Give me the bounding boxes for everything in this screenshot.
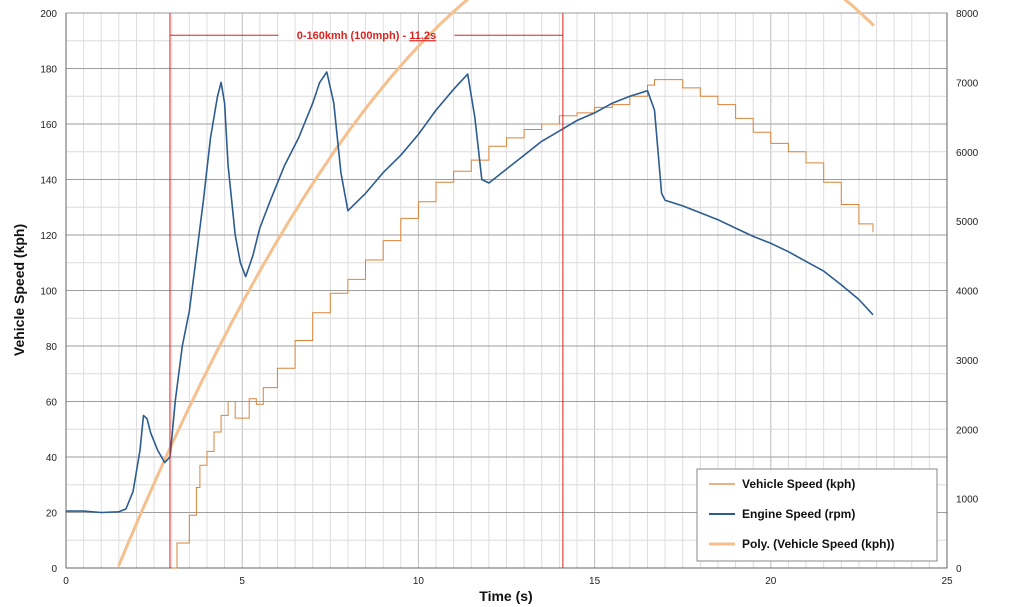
legend-label-engine-speed: Engine Speed (rpm) (742, 507, 855, 521)
y2-tick-label: 7000 (956, 78, 979, 89)
series-lines (66, 0, 875, 569)
y2-tick-label: 2000 (956, 425, 979, 436)
x-tick-label: 20 (765, 576, 777, 587)
annotation-label-prefix: 0-160kmh (100mph) - (297, 30, 409, 42)
y2-tick-label: 8000 (956, 9, 979, 20)
y2-tick-labels: 0 1000 2000 3000 4000 5000 6000 7000 8000 (956, 9, 979, 575)
x-tick-label: 15 (589, 576, 601, 587)
x-tick-label: 0 (63, 576, 69, 587)
y-tick-label: 160 (40, 120, 57, 131)
annotation: 0-160kmh (100mph) - 11.2s (169, 13, 564, 568)
x-tick-label: 10 (413, 576, 425, 587)
y2-tick-label: 5000 (956, 217, 979, 228)
series-line-vehicle-speed (171, 79, 874, 569)
y-tick-label: 120 (40, 231, 57, 242)
legend-box (696, 468, 938, 562)
axes (65, 13, 948, 569)
y2-tick-label: 1000 (956, 495, 979, 506)
x-axis-title: Time (s) (479, 588, 532, 604)
y-tick-label: 180 (40, 65, 57, 76)
y-tick-label: 40 (46, 453, 58, 464)
y-axis-title: Vehicle Speed (kph) (11, 224, 27, 356)
series-line-engine-speed (66, 71, 874, 514)
x-tick-labels: 0 5 10 15 20 25 (63, 576, 953, 587)
y2-tick-label: 0 (956, 564, 962, 575)
y-tick-labels: 0 20 40 60 80 100 120 140 160 180 200 (40, 9, 57, 575)
annotation-label: 0-160kmh (100mph) - 11.2s (297, 30, 436, 42)
y-tick-label: 0 (51, 564, 57, 575)
y-tick-label: 80 (46, 342, 58, 353)
annotation-label-value: 11.2s (409, 30, 436, 42)
legend: Vehicle Speed (kph) Engine Speed (rpm) P… (696, 468, 938, 562)
y-tick-label: 100 (40, 287, 57, 298)
y-tick-label: 200 (40, 9, 57, 20)
y2-tick-label: 3000 (956, 356, 979, 367)
legend-label-poly-trend: Poly. (Vehicle Speed (kph)) (742, 537, 894, 551)
series-line-poly-trend (117, 0, 875, 567)
legend-label-vehicle-speed: Vehicle Speed (kph) (742, 477, 855, 491)
y-tick-label: 140 (40, 176, 57, 187)
y-tick-label: 20 (46, 509, 58, 520)
y2-tick-label: 4000 (956, 287, 979, 298)
x-tick-label: 25 (941, 576, 953, 587)
y2-tick-label: 6000 (956, 148, 979, 159)
x-tick-label: 5 (239, 576, 245, 587)
y-tick-label: 60 (46, 398, 58, 409)
